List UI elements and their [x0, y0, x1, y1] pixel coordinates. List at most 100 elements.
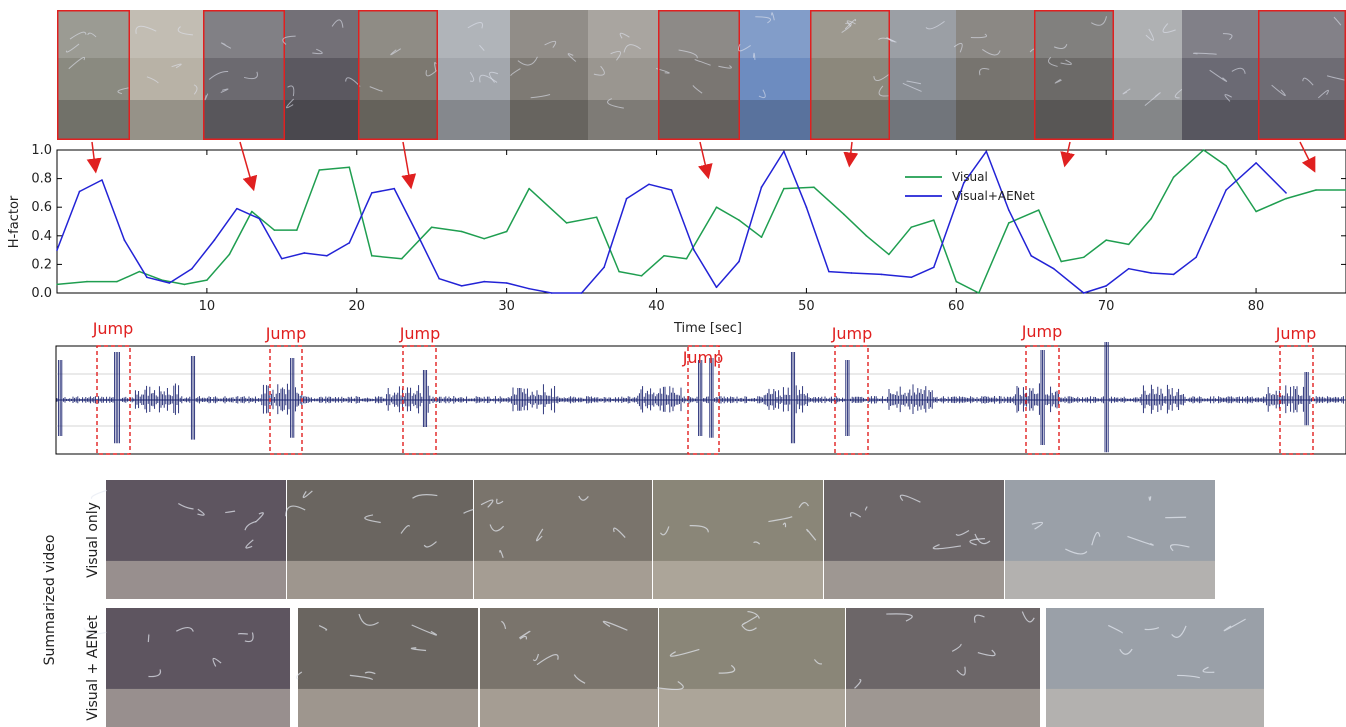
graffiti-stroke — [798, 502, 809, 509]
graffiti-stroke — [282, 35, 296, 45]
graffiti-stroke — [659, 526, 670, 536]
data-point-aenet — [985, 150, 988, 153]
data-point-visual — [933, 219, 935, 221]
graffiti-stroke — [496, 498, 504, 505]
data-point-visual — [1060, 260, 1063, 263]
graffiti-stroke — [148, 669, 162, 678]
graffiti-stroke — [532, 653, 539, 662]
data-point-visual — [1172, 176, 1175, 178]
graffiti-stroke — [1333, 16, 1342, 26]
graffiti-stroke — [1060, 59, 1072, 65]
graffiti-stroke — [204, 93, 209, 101]
graffiti-stroke — [902, 82, 922, 92]
graffiti-stroke — [578, 495, 589, 501]
frame-ground — [130, 100, 203, 140]
graffiti-stroke — [1174, 88, 1183, 99]
video-frame-thumbnail — [358, 10, 438, 140]
graffiti-stroke — [1148, 496, 1152, 501]
graffiti-stroke — [741, 615, 758, 626]
graffiti-stroke — [1091, 16, 1107, 26]
graffiti-stroke — [171, 63, 182, 69]
graffiti-stroke — [90, 489, 107, 500]
data-point-visual — [865, 235, 868, 237]
data-point-visual — [715, 206, 718, 208]
visual-aenet-frames — [83, 608, 1264, 727]
graffiti-stroke — [467, 22, 483, 29]
data-point-aenet — [1195, 256, 1197, 259]
data-point-visual — [640, 275, 643, 277]
data-point-aenet — [281, 257, 283, 260]
x-tick-label: 80 — [1248, 299, 1265, 314]
graffiti-stroke — [390, 48, 402, 56]
data-point-visual — [1127, 243, 1130, 246]
graffiti-stroke — [718, 664, 736, 674]
x-tick-label: 50 — [798, 299, 815, 314]
graffiti-stroke — [479, 44, 485, 51]
x-axis-label: Time [sec] — [673, 321, 742, 336]
graffiti-stroke — [982, 49, 1001, 56]
frame-ground — [358, 100, 438, 140]
data-point-visual — [618, 270, 620, 273]
data-point-aenet — [78, 190, 81, 193]
graffiti-stroke — [423, 541, 437, 548]
data-point-aenet — [760, 186, 763, 188]
frame-ground — [740, 100, 810, 140]
data-point-aenet — [693, 249, 695, 251]
jump-label: Jump — [1021, 322, 1063, 341]
graffiti-stroke — [1065, 548, 1088, 555]
graffiti-stroke — [244, 521, 257, 531]
data-point-visual — [1150, 217, 1152, 220]
graffiti-stroke — [951, 643, 962, 652]
graffiti-stroke — [1127, 535, 1154, 546]
graffiti-stroke — [806, 528, 817, 541]
graffiti-stroke — [177, 26, 193, 36]
graffiti-stroke — [979, 68, 990, 76]
graffiti-stroke — [607, 98, 624, 109]
data-point-visual — [228, 253, 231, 256]
graffiti-stroke — [813, 659, 823, 665]
graffiti-stroke — [220, 42, 232, 49]
data-point-visual — [206, 279, 208, 281]
highlighted-frame-border — [1034, 10, 1114, 140]
data-point-visual — [56, 283, 58, 286]
graffiti-stroke — [969, 538, 985, 546]
data-point-visual — [663, 255, 665, 257]
video-frame-thumbnail — [1258, 10, 1346, 140]
data-point-visual — [843, 213, 845, 216]
graffiti-stroke — [146, 76, 159, 84]
graffiti-stroke — [287, 85, 295, 97]
frame-sky — [1258, 10, 1346, 58]
graffiti-stroke — [573, 674, 586, 684]
graffiti-stroke — [747, 610, 760, 619]
graffiti-stroke — [1231, 67, 1246, 74]
data-point-aenet — [880, 273, 883, 276]
graffiti-stroke — [692, 85, 703, 94]
jump-label: Jump — [1275, 324, 1317, 343]
data-point-visual — [483, 237, 485, 240]
frame-arrow — [239, 141, 258, 192]
frame-sky — [658, 10, 740, 58]
x-tick-label: 30 — [498, 299, 515, 314]
graffiti-stroke — [544, 40, 557, 48]
data-point-visual — [460, 230, 463, 233]
data-point-visual — [685, 257, 688, 260]
graffiti-stroke — [469, 71, 475, 82]
frame-sky — [57, 10, 130, 58]
jump-box — [96, 345, 131, 455]
frame-ground — [106, 560, 286, 599]
graffiti-stroke — [973, 614, 985, 623]
frame-ground — [659, 688, 845, 727]
graffiti-stroke — [285, 505, 306, 517]
frame-arrow — [401, 141, 417, 190]
data-point-aenet — [783, 150, 785, 153]
graffiti-stroke — [220, 88, 229, 93]
graffiti-stroke — [1326, 75, 1346, 81]
data-point-aenet — [236, 207, 238, 210]
frame-sky — [285, 10, 358, 58]
graffiti-stroke — [925, 20, 945, 30]
graffiti-stroke — [135, 25, 157, 35]
graffiti-stroke — [593, 65, 605, 76]
frame-ground — [956, 100, 1034, 140]
frame-ground — [1114, 100, 1182, 140]
frame-ground — [287, 560, 473, 599]
